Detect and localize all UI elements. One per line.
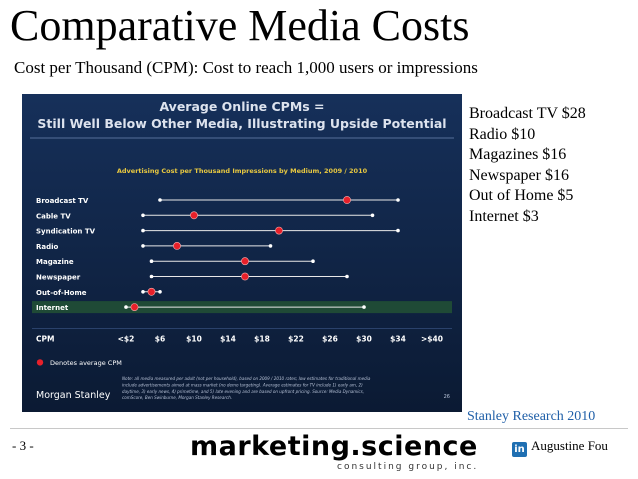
chart-footnote-line: Note: all media measured per adult (not …	[122, 376, 371, 381]
media-cost-item: Magazines $16	[469, 146, 567, 164]
range-high-point	[158, 290, 162, 294]
range-high-point	[345, 274, 349, 279]
range-low-point	[141, 290, 145, 294]
category-label: Internet	[36, 304, 69, 312]
range-low-point	[149, 259, 154, 263]
media-cost-item: Internet $3	[469, 207, 539, 225]
category-label: Newspaper	[36, 274, 81, 282]
source-link[interactable]: Stanley Research 2010	[467, 409, 596, 424]
range-low-point	[124, 305, 128, 309]
category-label: Radio	[36, 243, 59, 251]
average-marker	[190, 211, 198, 220]
linkedin-icon: in	[512, 442, 527, 457]
media-cost-item: Broadcast TV $28	[469, 105, 586, 122]
slide-subtitle: Cost per Thousand (CPM): Cost to reach 1…	[14, 58, 478, 77]
range-high-point	[268, 244, 273, 248]
x-axis-label: CPM	[36, 334, 54, 343]
x-tick-label: $14	[220, 334, 236, 343]
media-cost-item: Out of Home $5	[469, 187, 574, 205]
category-label: Syndication TV	[36, 228, 96, 236]
page-number: - 3 -	[12, 438, 34, 453]
x-tick-label: <$2	[118, 334, 135, 343]
average-marker	[275, 226, 283, 235]
range-low-point	[149, 274, 154, 279]
average-marker	[130, 303, 139, 311]
x-tick-label: $6	[155, 334, 165, 343]
average-marker	[147, 287, 156, 296]
x-tick-label: $34	[390, 334, 406, 343]
category-label: Out-of-Home	[36, 289, 87, 297]
range-high-point	[396, 228, 400, 233]
range-high-point	[311, 259, 315, 263]
category-label: Magazine	[36, 258, 74, 266]
media-cost-item: Newspaper $16	[469, 166, 569, 184]
average-marker	[241, 257, 249, 266]
x-tick-label: $22	[288, 334, 304, 343]
average-marker	[173, 241, 181, 250]
cpm-chart: Average Online CPMs = Still Well Below Ot…	[22, 94, 462, 412]
x-tick-label: $26	[322, 334, 338, 343]
range-high-point	[396, 198, 400, 202]
x-tick-label: $30	[356, 334, 372, 343]
media-cost-item: Radio $10	[469, 125, 536, 143]
x-tick-label: >$40	[421, 334, 443, 343]
x-tick-label: $18	[254, 334, 270, 343]
footer-divider	[10, 428, 628, 429]
legend-label: Denotes average CPM	[50, 359, 122, 367]
brand-logo: marketing.science	[190, 431, 478, 462]
chart-subtitle: Advertising Cost per Thousand Impression…	[117, 167, 368, 175]
author-name: Augustine Fou	[531, 438, 608, 453]
range-low-point	[141, 228, 145, 233]
range-low-point	[141, 213, 145, 218]
legend-marker	[36, 359, 44, 366]
chart-footnote-line: daytime, 3) early news, 4) primetime, an…	[122, 389, 364, 394]
chart-footnote-line: include advertisements aimed at mass mar…	[122, 382, 363, 387]
chart-footnote-line: comScore, Ben Swinburne, Morgan Stanley …	[122, 395, 232, 400]
range-low-point	[141, 244, 145, 248]
chart-title-line2: Still Well Below Other Media, Illustrati…	[37, 116, 446, 131]
category-label: Broadcast TV	[36, 197, 89, 205]
brand-tagline: consulting group, inc.	[337, 462, 479, 472]
chart-page-ref: 26	[444, 394, 450, 400]
cpm-chart-svg: Average Online CPMs = Still Well Below Ot…	[22, 94, 462, 412]
range-low-point	[158, 198, 162, 202]
range-high-point	[370, 213, 375, 218]
media-cost-list: Broadcast TV $28 Radio $10 Magazines $16 Ne…	[469, 104, 586, 228]
x-tick-label: $10	[186, 334, 202, 343]
slide-title: Comparative Media Costs	[10, 1, 470, 50]
chart-title-line1: Average Online CPMs =	[159, 99, 324, 114]
chart-background	[22, 94, 462, 412]
average-marker	[241, 272, 249, 281]
average-marker	[343, 196, 351, 204]
author-credit: in Augustine Fou	[512, 438, 608, 457]
range-high-point	[362, 305, 366, 309]
morgan-stanley-logo: Morgan Stanley	[36, 390, 111, 401]
category-label: Cable TV	[36, 212, 71, 220]
